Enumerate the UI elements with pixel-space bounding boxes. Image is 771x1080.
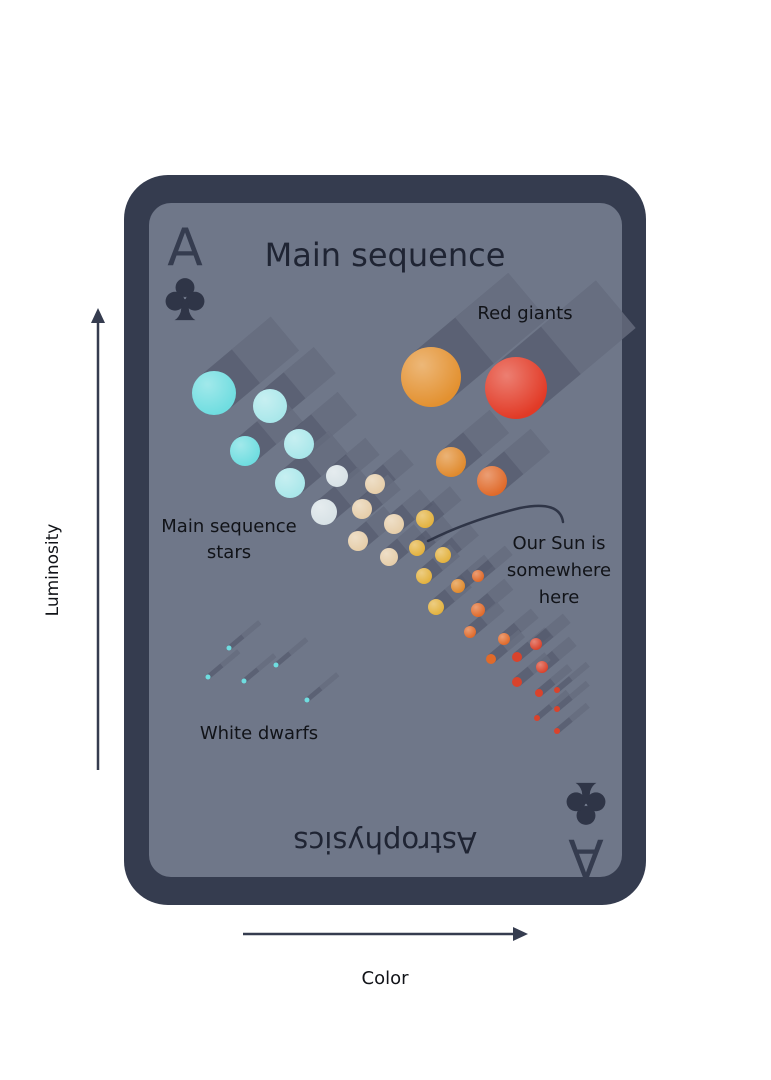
star-highlight xyxy=(284,429,314,459)
main-sequence-star xyxy=(512,677,522,687)
color-axis-label: Color xyxy=(362,968,410,989)
star-highlight xyxy=(435,547,451,563)
label-red-giants: Red giants xyxy=(477,303,572,324)
star-highlight xyxy=(253,389,287,423)
label-white-dwarfs: White dwarfs xyxy=(200,723,318,744)
star-highlight xyxy=(536,661,548,673)
main-sequence-star xyxy=(486,654,496,664)
star-highlight xyxy=(428,599,444,615)
star-highlight xyxy=(352,499,372,519)
star-highlight xyxy=(472,570,484,582)
white-dwarf-star xyxy=(305,698,310,703)
star-highlight xyxy=(380,548,398,566)
card-bottom-title: Astrophysics xyxy=(293,825,477,859)
star-highlight xyxy=(530,638,542,650)
star-highlight xyxy=(464,626,476,638)
star-highlight xyxy=(401,347,461,407)
card-rank-top: A xyxy=(167,218,203,278)
white-dwarf-star xyxy=(206,675,211,680)
star-highlight xyxy=(416,568,432,584)
main-sequence-star xyxy=(554,728,560,734)
star-highlight xyxy=(192,371,236,415)
label-main-sequence-line2: stars xyxy=(207,542,251,563)
star-highlight xyxy=(485,357,547,419)
label-sun-line3: here xyxy=(539,587,580,608)
main-sequence-star xyxy=(554,706,560,712)
star-highlight xyxy=(436,447,466,477)
star-highlight xyxy=(384,514,404,534)
main-sequence-star xyxy=(554,687,560,693)
star-highlight xyxy=(477,466,507,496)
label-main-sequence-line1: Main sequence xyxy=(161,516,296,537)
color-axis-arrowhead xyxy=(513,927,528,941)
star-highlight xyxy=(416,510,434,528)
luminosity-axis-arrowhead xyxy=(91,308,105,323)
star-highlight xyxy=(498,633,510,645)
star-highlight xyxy=(409,540,425,556)
star-highlight xyxy=(311,499,337,525)
white-dwarf-star xyxy=(242,679,247,684)
star-highlight xyxy=(365,474,385,494)
star-highlight xyxy=(471,603,485,617)
star-highlight xyxy=(275,468,305,498)
star-highlight xyxy=(230,436,260,466)
white-dwarf-star xyxy=(274,663,279,668)
label-sun-line2: somewhere xyxy=(507,560,611,581)
card-rank-bottom: A xyxy=(568,827,604,887)
main-sequence-star xyxy=(512,652,522,662)
star-highlight xyxy=(451,579,465,593)
main-sequence-star xyxy=(534,715,540,721)
white-dwarf-star xyxy=(227,646,232,651)
main-sequence-star xyxy=(535,689,543,697)
luminosity-axis-label: Luminosity xyxy=(43,524,63,617)
star-highlight xyxy=(326,465,348,487)
star-highlight xyxy=(348,531,368,551)
card-title: Main sequence xyxy=(265,236,506,274)
label-sun-line1: Our Sun is xyxy=(512,533,605,554)
